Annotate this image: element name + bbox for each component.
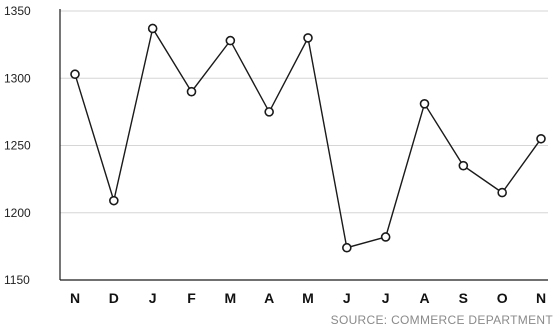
- data-points: [70, 23, 546, 253]
- source-note: SOURCE: COMMERCE DEPARTMENT: [330, 313, 553, 327]
- y-tick-label: 1350: [4, 4, 31, 18]
- x-tick-label: J: [343, 290, 351, 306]
- y-tick-label: 1250: [4, 139, 31, 153]
- y-tick-label: 1200: [4, 206, 31, 220]
- y-tick-label: 1150: [4, 273, 30, 287]
- x-tick-label: J: [382, 290, 390, 306]
- x-tick-label: S: [459, 290, 468, 306]
- x-tick-label: O: [497, 290, 508, 306]
- data-point: [458, 160, 469, 171]
- data-point: [380, 232, 391, 242]
- x-tick-label: N: [70, 290, 80, 306]
- data-point: [109, 195, 119, 206]
- data-point: [303, 33, 313, 43]
- data-point: [70, 69, 80, 80]
- series-line-path: [74, 26, 542, 249]
- data-point: [419, 99, 430, 109]
- data-point: [186, 86, 197, 97]
- data-point: [497, 187, 507, 198]
- x-tick-label: D: [109, 290, 119, 306]
- data-point: [147, 23, 158, 34]
- data-point: [342, 242, 352, 253]
- y-axis-ticks: 1350 1300 1250 1200 1150: [4, 4, 31, 287]
- y-tick-label: 1300: [4, 71, 31, 85]
- x-tick-label: A: [264, 290, 274, 306]
- data-point: [264, 107, 274, 117]
- x-tick-label: J: [149, 290, 157, 306]
- x-tick-label: F: [187, 290, 196, 306]
- data-point: [536, 133, 546, 144]
- series-line: [74, 26, 542, 249]
- data-point: [225, 35, 236, 46]
- x-tick-label: M: [224, 290, 236, 306]
- x-tick-label: M: [302, 290, 314, 306]
- x-tick-label: A: [419, 290, 429, 306]
- x-tick-label: N: [536, 290, 546, 306]
- axes: [59, 9, 548, 281]
